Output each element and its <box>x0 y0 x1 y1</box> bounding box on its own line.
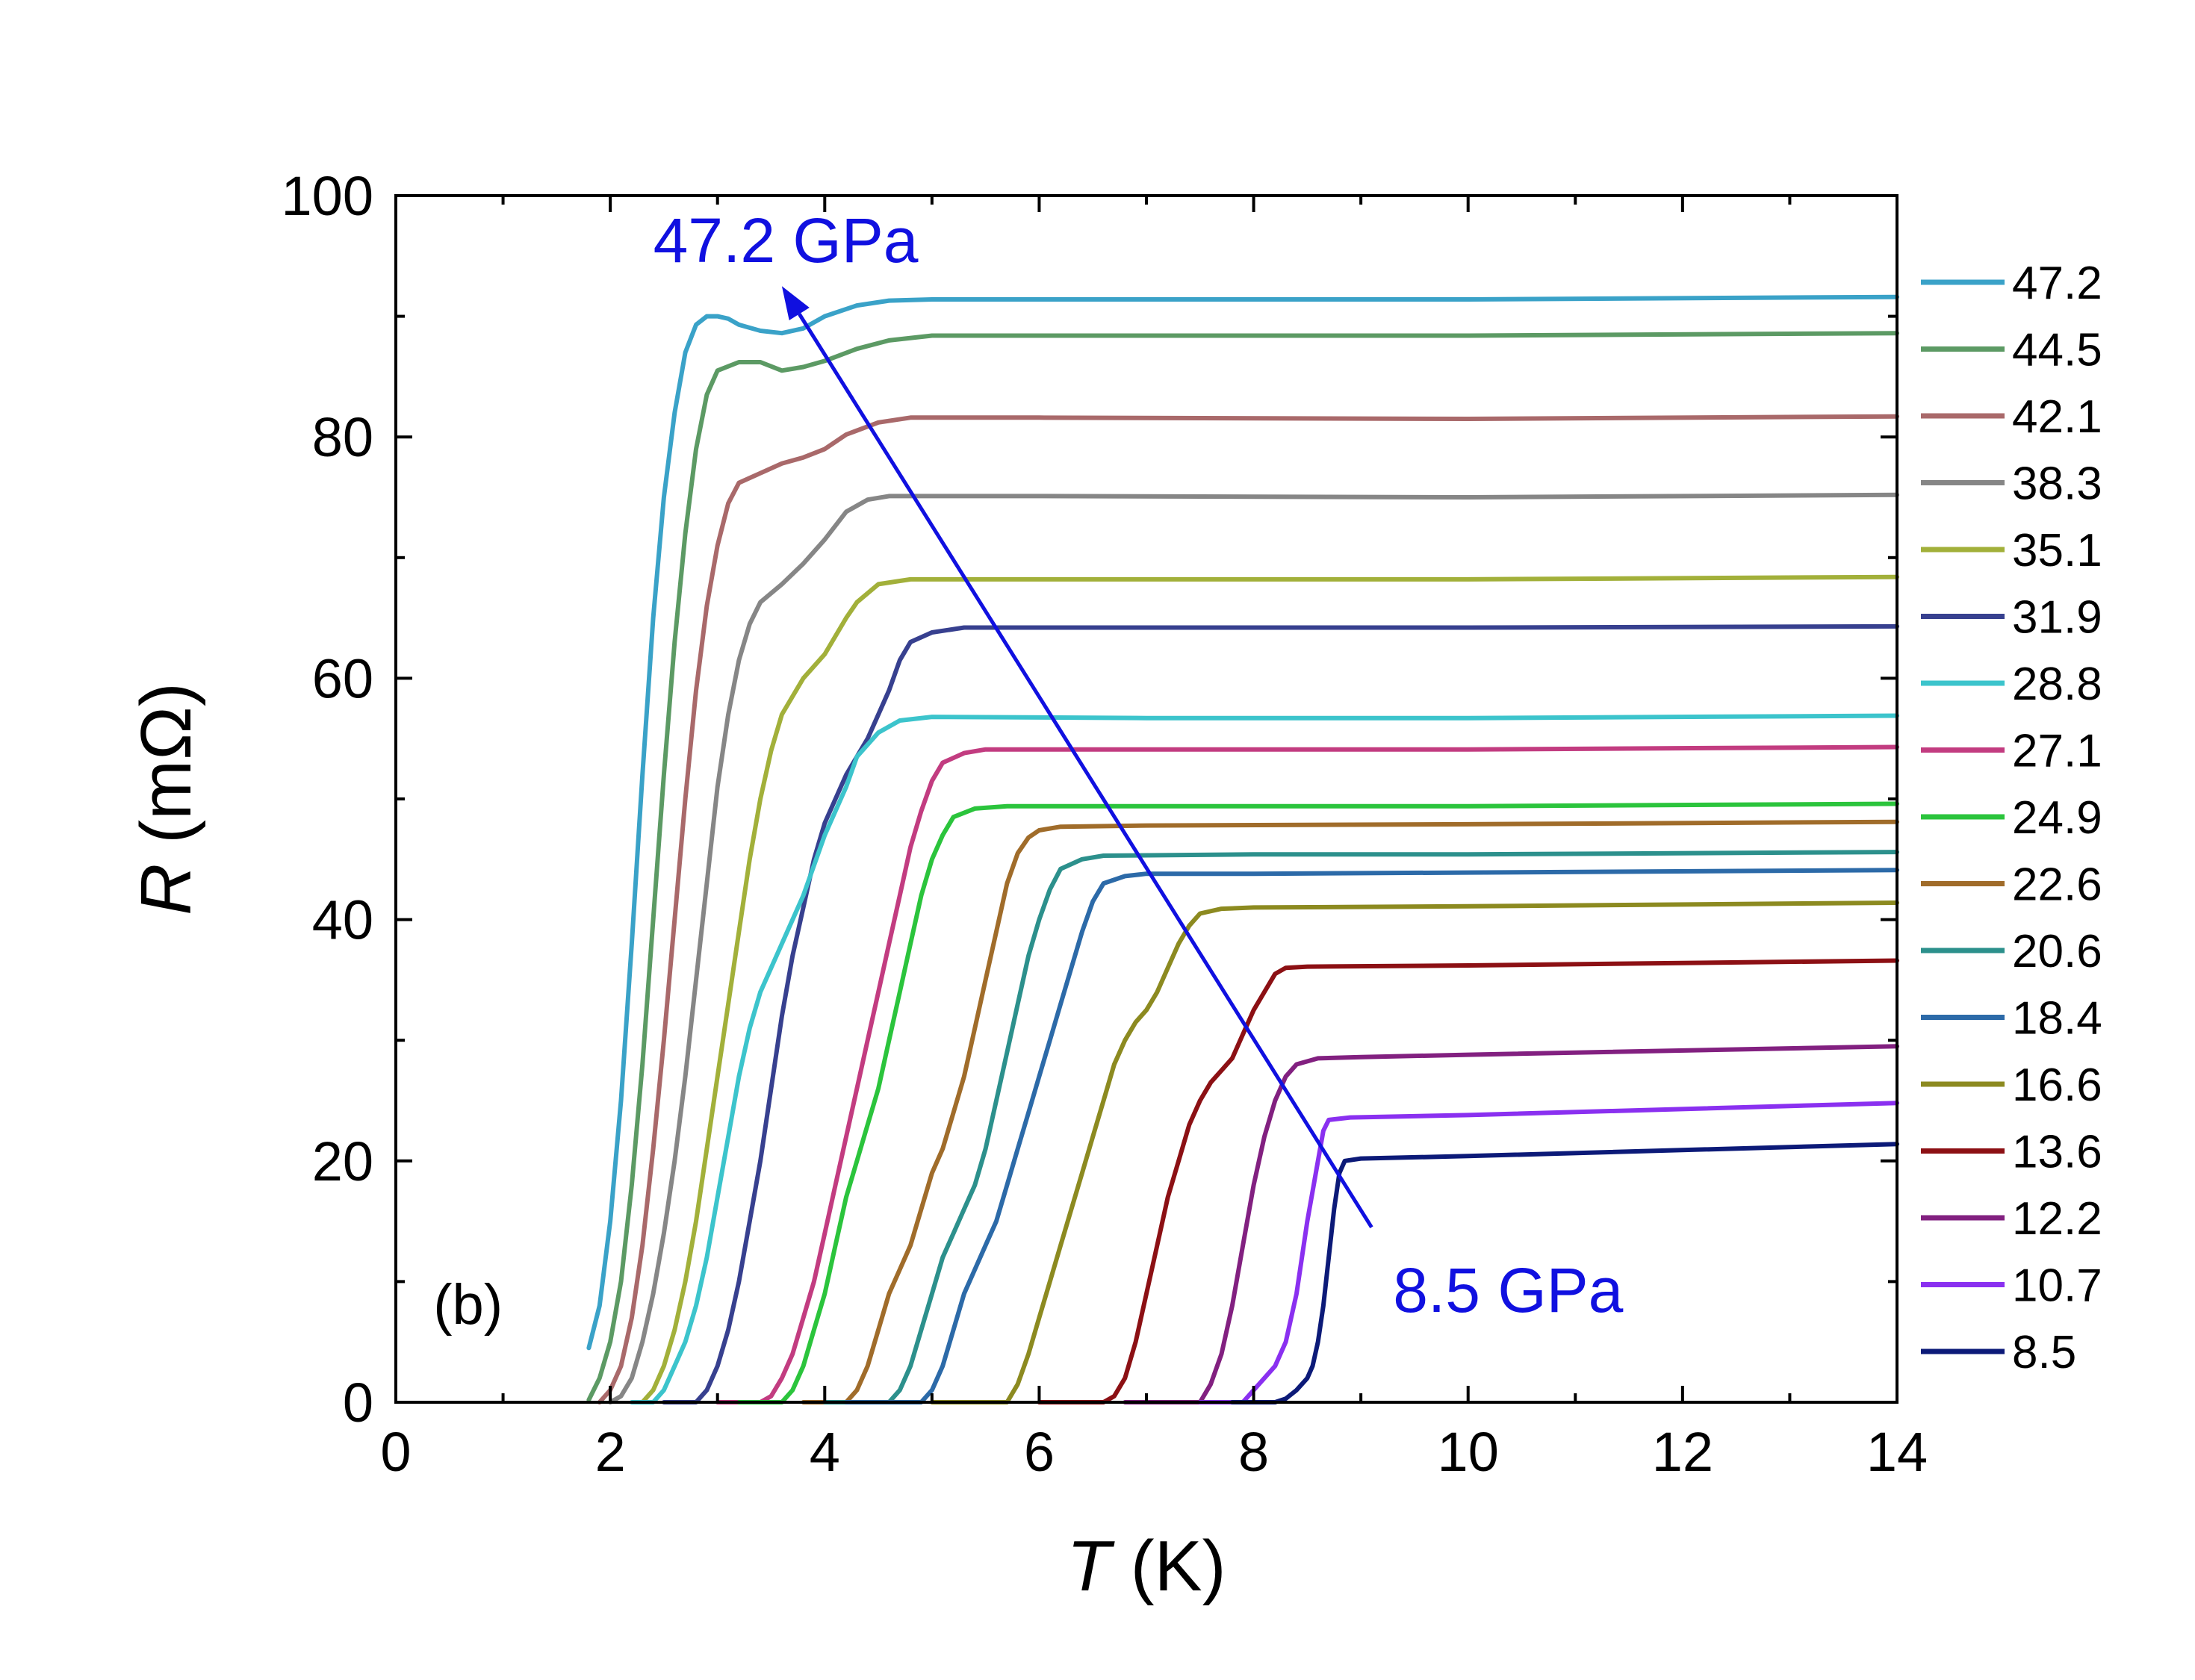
x-tick-label: 0 <box>380 1421 411 1483</box>
series-layer <box>586 294 1899 1404</box>
series-line-31.9 <box>661 623 1899 1404</box>
y-axis-label-variable: R <box>126 864 206 915</box>
x-axis-label-unit: (K) <box>1111 1526 1226 1606</box>
series-line-24.9 <box>736 801 1899 1404</box>
series-line-16.6 <box>929 900 1899 1404</box>
arrow-label-high-pressure: 47.2 GPa <box>653 205 919 276</box>
series-line-20.6 <box>822 850 1899 1404</box>
plot-frame <box>394 194 1898 1404</box>
legend-label-28.8: 28.8 <box>2012 659 2102 710</box>
y-tick-label: 100 <box>282 165 373 227</box>
legend-label-35.1: 35.1 <box>2012 525 2102 576</box>
y-tick-label: 40 <box>312 889 373 951</box>
series-line-12.2 <box>1123 1044 1899 1404</box>
x-tick-label: 12 <box>1652 1421 1713 1483</box>
pressure-arrow-head <box>781 286 810 320</box>
series-line-38.3 <box>608 492 1899 1404</box>
y-tick-label: 20 <box>312 1130 373 1192</box>
legend-label-44.5: 44.5 <box>2012 325 2102 376</box>
series-line-22.6 <box>801 819 1899 1404</box>
series-line-13.6 <box>1037 958 1899 1404</box>
y-axis-label-unit: (mΩ) <box>126 682 206 863</box>
y-tick-label: 80 <box>312 406 373 468</box>
y-tick-label: 0 <box>343 1372 373 1434</box>
x-tick-label: 14 <box>1866 1421 1928 1483</box>
series-line-35.1 <box>640 574 1899 1404</box>
legend: 47.2 44.5 42.1 38.3 35.1 31.9 28.8 27.1 24.9 22.6… <box>1921 258 2102 1378</box>
x-tick-label: 10 <box>1438 1421 1499 1483</box>
x-axis-label-variable: T <box>1067 1526 1115 1606</box>
legend-label-38.3: 38.3 <box>2012 458 2102 510</box>
series-line-44.5 <box>586 331 1899 1402</box>
panel-label: (b) <box>433 1273 503 1337</box>
x-axis-label: T (K) <box>1067 1526 1226 1606</box>
series-line-47.2 <box>586 294 1899 1351</box>
legend-label-8.5: 8.5 <box>2012 1327 2076 1378</box>
series-line-8.5 <box>1229 1142 1899 1404</box>
series-line-28.8 <box>629 713 1899 1404</box>
x-tick-label: 4 <box>810 1421 840 1483</box>
series-line-10.7 <box>1197 1101 1899 1404</box>
legend-label-24.9: 24.9 <box>2012 792 2102 844</box>
legend-label-13.6: 13.6 <box>2012 1127 2102 1178</box>
y-tick-label: 60 <box>312 647 373 709</box>
legend-label-12.2: 12.2 <box>2012 1193 2102 1245</box>
legend-label-27.1: 27.1 <box>2012 726 2102 777</box>
legend-label-20.6: 20.6 <box>2012 926 2102 977</box>
arrow-label-low-pressure: 8.5 GPa <box>1393 1255 1623 1325</box>
legend-label-42.1: 42.1 <box>2012 391 2102 443</box>
legend-label-10.7: 10.7 <box>2012 1260 2102 1312</box>
y-axis-label: R (mΩ) <box>126 682 206 915</box>
legend-label-47.2: 47.2 <box>2012 258 2102 309</box>
annotation-layer: 47.2 GPa 8.5 GPa <box>653 205 1624 1325</box>
x-tick-label: 2 <box>595 1421 626 1483</box>
pressure-arrow-line <box>798 313 1373 1229</box>
series-line-27.1 <box>715 744 1899 1404</box>
legend-label-31.9: 31.9 <box>2012 592 2102 644</box>
x-tick-label: 8 <box>1238 1421 1269 1483</box>
legend-label-22.6: 22.6 <box>2012 859 2102 911</box>
x-tick-label: 6 <box>1024 1421 1055 1483</box>
series-line-42.1 <box>597 414 1899 1404</box>
series-line-18.4 <box>844 868 1899 1404</box>
axis-ticks: 0 2 4 6 8 10 12 14 0 20 40 60 80 100 <box>282 165 1928 1483</box>
legend-label-16.6: 16.6 <box>2012 1060 2102 1111</box>
legend-label-18.4: 18.4 <box>2012 993 2102 1045</box>
